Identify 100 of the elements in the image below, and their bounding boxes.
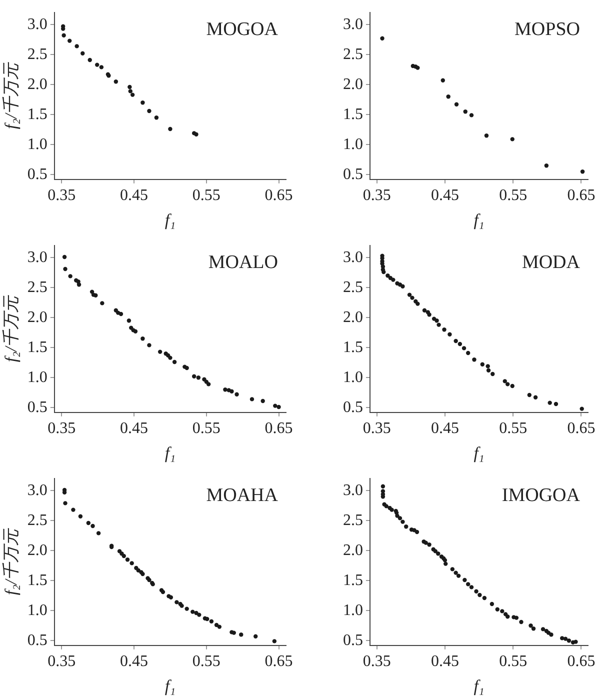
x-tick-label: 0.65 <box>264 420 293 438</box>
point <box>74 44 79 48</box>
point <box>147 343 152 348</box>
point <box>196 376 201 380</box>
point <box>194 610 198 616</box>
point <box>254 634 258 638</box>
x-tick-label: 0.45 <box>120 187 148 204</box>
y-tick-label: 2.5 <box>27 46 48 63</box>
x-tick-label: 0.65 <box>264 187 293 204</box>
point <box>205 616 210 622</box>
chart-title: MOGOA <box>206 19 278 40</box>
point <box>395 514 400 518</box>
point <box>482 596 487 600</box>
x-tick-label: 0.65 <box>264 653 293 670</box>
chart-title: MOPSO <box>514 19 580 40</box>
chart-title: MODA <box>522 252 580 274</box>
y-tick-label: 2.0 <box>27 76 48 93</box>
x-axis-title: f₁ <box>474 443 484 462</box>
point <box>436 552 440 556</box>
point <box>122 554 126 558</box>
point <box>560 636 564 640</box>
point <box>502 379 507 384</box>
point <box>223 388 228 392</box>
y-tick-label: 0.5 <box>343 632 363 649</box>
point <box>158 350 162 354</box>
point <box>416 302 420 306</box>
y-tick-label: 2.0 <box>27 308 48 326</box>
point <box>466 350 470 356</box>
point <box>514 616 519 620</box>
y-tick-label: 1.5 <box>27 106 48 123</box>
point <box>554 402 558 406</box>
y-tick-label: 1.0 <box>27 136 48 153</box>
x-tick-label: 0.45 <box>120 653 148 670</box>
point <box>490 602 494 606</box>
y-tick-label: 1.0 <box>27 602 48 619</box>
chart-title: MOALO <box>208 252 278 274</box>
point <box>86 520 91 526</box>
x-axis-title: f₁ <box>474 676 484 696</box>
y-tick-label: 2.0 <box>343 76 363 93</box>
y-tick-label: 0.5 <box>27 166 48 183</box>
x-tick-label: 0.35 <box>362 420 391 438</box>
point <box>454 570 458 575</box>
x-axis-title: f₁ <box>164 676 176 696</box>
point <box>456 574 461 578</box>
point <box>380 36 384 40</box>
point <box>118 312 124 316</box>
y-axis-title: f₂/千万元 <box>2 294 21 362</box>
point <box>474 589 478 594</box>
point <box>90 524 95 528</box>
point <box>486 364 490 368</box>
x-tick-label: 0.55 <box>499 420 528 438</box>
y-tick-label: 0.5 <box>343 166 363 183</box>
point <box>510 384 514 388</box>
point <box>442 328 446 332</box>
point <box>580 170 585 174</box>
x-axis-title: f₁ <box>474 210 484 230</box>
y-tick-label: 0.5 <box>27 632 48 649</box>
y-tick-label: 0.5 <box>27 398 48 416</box>
point <box>533 395 538 400</box>
y-tick-label: 3.0 <box>27 482 48 499</box>
point <box>133 329 138 334</box>
point <box>506 382 510 386</box>
point <box>548 400 552 405</box>
x-tick-label: 0.55 <box>499 187 528 204</box>
point <box>444 562 448 566</box>
point <box>71 508 76 512</box>
point <box>490 372 495 376</box>
y-tick-label: 1.5 <box>343 106 363 123</box>
point <box>197 612 202 617</box>
point <box>125 558 130 562</box>
point <box>273 404 278 408</box>
point <box>463 110 468 114</box>
point <box>506 614 510 619</box>
point <box>172 360 177 364</box>
point <box>217 624 222 629</box>
point <box>458 342 462 346</box>
x-tick-label: 0.35 <box>48 187 76 204</box>
point <box>206 382 211 386</box>
point <box>544 164 549 168</box>
x-tick-label: 0.35 <box>48 653 76 670</box>
point <box>168 356 172 360</box>
y-axis-title: f₂/千万元 <box>2 62 21 130</box>
point <box>427 542 432 547</box>
y-tick-label: 1.5 <box>27 338 48 356</box>
chart-title: MOAHA <box>206 485 278 506</box>
x-tick-label: 0.45 <box>430 420 459 438</box>
point <box>519 620 524 624</box>
y-tick-label: 1.0 <box>27 368 48 386</box>
point <box>78 514 83 518</box>
x-tick-label: 0.65 <box>567 187 596 204</box>
point <box>250 397 254 402</box>
point <box>99 65 104 70</box>
x-axis-title: f₁ <box>164 210 176 230</box>
y-tick-label: 1.0 <box>343 602 363 619</box>
y-tick-label: 3.0 <box>343 482 363 499</box>
point <box>478 592 482 598</box>
point <box>140 100 145 105</box>
point <box>386 274 390 278</box>
x-tick-label: 0.55 <box>499 653 528 670</box>
point <box>580 406 584 411</box>
